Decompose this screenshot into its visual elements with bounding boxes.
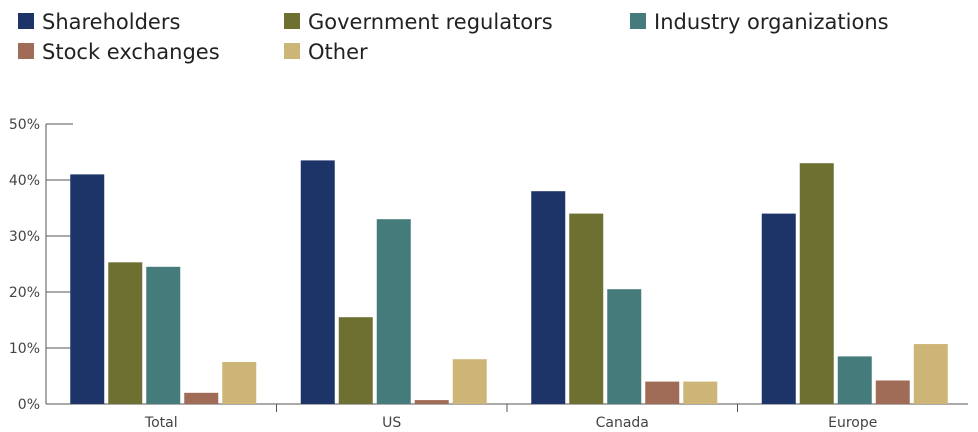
legend-swatch-other xyxy=(284,43,300,59)
y-tick-label: 40% xyxy=(9,173,40,189)
y-tick-label: 0% xyxy=(18,397,40,413)
x-category-label: Canada xyxy=(596,415,649,431)
x-category-label: US xyxy=(382,415,401,431)
bar-europe-government-regulators xyxy=(799,163,834,404)
bars xyxy=(70,160,948,404)
x-category-label: Europe xyxy=(828,415,877,431)
bar-total-other xyxy=(222,362,257,404)
bar-us-stock-exchanges xyxy=(414,400,449,404)
bar-total-shareholders xyxy=(70,174,105,404)
labels: 0% 10% 20% 30% 40% 50% Total US Canada Europe xyxy=(9,117,877,431)
legend-label-other: Other xyxy=(308,40,368,64)
legend-label-shareholders: Shareholders xyxy=(42,10,180,34)
bar-us-industry-organizations xyxy=(376,219,411,404)
y-tick-label: 10% xyxy=(9,341,40,357)
legend-swatch-industry-organizations xyxy=(630,13,646,29)
legend: Shareholders Government regulators Industr… xyxy=(18,10,889,64)
legend-swatch-shareholders xyxy=(18,13,34,29)
bar-europe-stock-exchanges xyxy=(875,380,910,404)
bar-us-government-regulators xyxy=(338,317,373,404)
y-tick-label: 50% xyxy=(9,117,40,133)
bar-canada-other xyxy=(683,381,718,404)
legend-swatch-government-regulators xyxy=(284,13,300,29)
bar-total-industry-organizations xyxy=(146,266,181,404)
y-tick-label: 20% xyxy=(9,285,40,301)
bar-europe-shareholders xyxy=(761,213,796,404)
bar-us-other xyxy=(452,359,487,404)
bar-europe-other xyxy=(913,344,948,404)
legend-label-industry-organizations: Industry organizations xyxy=(654,10,889,34)
legend-label-government-regulators: Government regulators xyxy=(308,10,553,34)
bar-canada-government-regulators xyxy=(569,213,604,404)
legend-swatch-stock-exchanges xyxy=(18,43,34,59)
y-tick-label: 30% xyxy=(9,229,40,245)
bar-canada-shareholders xyxy=(531,191,566,404)
bar-canada-industry-organizations xyxy=(607,289,642,404)
bar-europe-industry-organizations xyxy=(837,356,872,404)
bar-canada-stock-exchanges xyxy=(645,381,680,404)
bar-total-government-regulators xyxy=(108,262,143,404)
x-category-label: Total xyxy=(144,415,178,431)
legend-label-stock-exchanges: Stock exchanges xyxy=(42,40,220,64)
bar-us-shareholders xyxy=(300,160,335,404)
bar-total-stock-exchanges xyxy=(184,392,219,404)
